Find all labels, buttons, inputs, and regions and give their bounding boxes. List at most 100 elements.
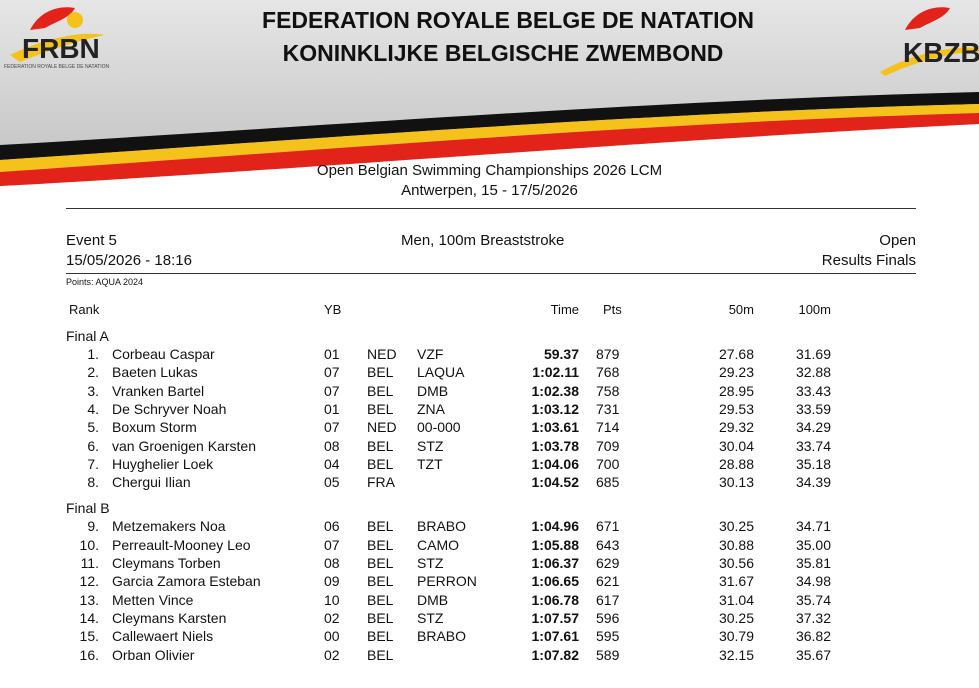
event-session: Results Finals [821,252,916,269]
year-of-birth: 08 [324,437,340,454]
group-label: Final A [66,328,109,344]
split-50: 29.23 [718,364,754,381]
split-50: 31.04 [718,591,754,608]
club: STZ [417,555,444,571]
swimmer-name: Corbeau Caspar [112,346,215,362]
divider [66,273,916,274]
year-of-birth: 02 [324,609,340,626]
year-of-birth: 09 [324,573,340,590]
club: PERRON [417,573,477,590]
rank: 9. [87,518,99,535]
points: 589 [596,646,620,663]
split-50: 30.25 [718,609,754,626]
split-50: 30.04 [718,437,754,454]
split-50: 30.25 [718,518,754,535]
year-of-birth: 07 [324,364,340,381]
split-100: 37.32 [795,609,831,626]
points: 709 [596,437,620,454]
time: 1:03.61 [531,419,579,436]
swimmer-name: Vranken Bartel [112,382,205,399]
split-50: 27.68 [718,346,754,362]
swimmer-name: Cleymans Torben [112,555,221,571]
swimmer-name: van Groenigen Karsten [112,437,256,454]
event-datetime: 15/05/2026 - 18:16 [66,252,192,269]
time: 1:05.88 [531,536,579,553]
split-100: 32.88 [795,364,831,381]
swimmer-name: Boxum Storm [112,419,197,436]
points: 685 [596,474,620,491]
rank: 10. [79,536,99,553]
year-of-birth: 07 [324,419,340,436]
nationality: BEL [367,573,394,590]
time: 1:07.61 [531,628,579,645]
split-100: 35.00 [795,536,831,553]
club: DMB [417,591,449,608]
nationality: BEL [367,555,394,571]
time: 1:04.96 [531,518,579,535]
column-header: 100m [798,302,831,317]
swimmer-name: Metzemakers Noa [112,518,226,535]
nationality: BEL [367,536,394,553]
time: 1:06.78 [531,591,579,608]
club: BRABO [417,518,467,535]
column-header: Rank [69,302,100,317]
split-100: 31.69 [795,346,831,362]
nationality: BEL [367,382,394,399]
nationality: FRA [367,474,395,491]
logo-right: KBZB [903,37,979,68]
club: 00-000 [417,419,461,436]
club: BRABO [417,628,467,645]
club: STZ [417,437,444,454]
year-of-birth: 00 [324,628,340,645]
column-header: YB [324,302,342,317]
year-of-birth: 01 [324,400,340,417]
rank: 4. [87,400,99,417]
club: LAQUA [417,364,465,381]
split-50: 28.88 [718,455,754,472]
nationality: BEL [367,628,394,645]
split-100: 35.81 [795,555,831,571]
points-note: Points: AQUA 2024 [66,277,144,287]
split-100: 36.82 [795,628,831,645]
event-category: Open [879,232,916,249]
split-100: 35.74 [795,591,831,608]
swimmer-name: Orban Olivier [112,646,195,663]
year-of-birth: 07 [324,382,340,399]
year-of-birth: 04 [324,455,340,472]
split-100: 34.71 [795,518,831,535]
club: TZT [417,455,443,472]
rank: 2. [87,364,99,381]
year-of-birth: 06 [324,518,340,535]
split-100: 34.29 [795,419,831,436]
club: STZ [417,609,444,626]
rank: 1. [87,346,99,362]
club: CAMO [417,536,459,553]
split-50: 30.88 [718,536,754,553]
nationality: BEL [367,400,394,417]
rank: 12. [79,573,99,590]
split-50: 30.13 [718,474,754,491]
rank: 8. [87,474,99,491]
points: 596 [596,609,620,626]
points: 879 [596,346,620,362]
time: 59.37 [543,346,579,362]
rank: 5. [87,419,99,436]
split-50: 30.79 [718,628,754,645]
split-50: 31.67 [718,573,754,590]
swimmer-name: Metten Vince [112,591,194,608]
points: 714 [596,419,620,436]
split-50: 29.53 [718,400,754,417]
nationality: BEL [367,518,394,535]
points: 731 [596,400,620,417]
rank: 11. [80,555,99,571]
split-100: 35.67 [795,646,831,663]
split-50: 29.32 [718,419,754,436]
title-line: KONINKLIJKE BELGISCHE ZWEMBOND [283,40,724,66]
time: 1:07.57 [531,609,579,626]
logo-left: FRBN [22,33,100,64]
year-of-birth: 08 [324,555,340,571]
divider [66,208,916,209]
meet-place: Antwerpen, 15 - 17/5/2026 [401,182,578,199]
split-100: 34.98 [795,573,831,590]
